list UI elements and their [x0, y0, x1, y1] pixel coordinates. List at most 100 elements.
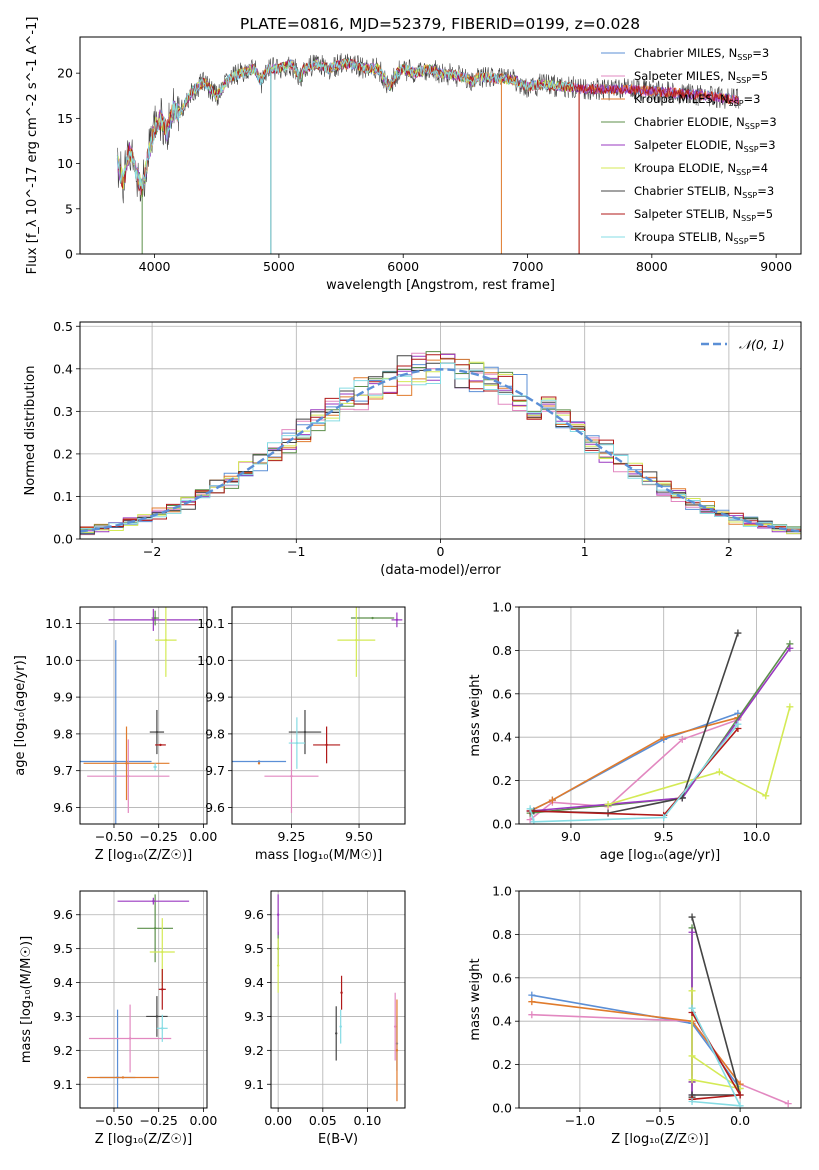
y-tick-label: 0.3 — [53, 404, 73, 419]
y-tick-label: 9.6 — [244, 907, 264, 922]
x-tick-label: 0.0 — [730, 1113, 750, 1128]
data-point — [114, 760, 117, 763]
y-tick-label: 0 — [65, 247, 73, 262]
weight-marker — [688, 913, 696, 921]
legend-label: Salpeter STELIB, NSSP=5 — [634, 207, 773, 223]
data-point — [290, 774, 293, 778]
data-point — [393, 1025, 397, 1028]
y-tick-label: 0.0 — [492, 1101, 512, 1116]
legend-label: Kroupa ELODIE, NSSP=4 — [634, 161, 768, 177]
y-tick-label: 0.5 — [53, 319, 73, 334]
data-point — [153, 765, 157, 769]
weight-line — [607, 706, 791, 806]
weight-marker — [688, 987, 696, 995]
weight-marker — [734, 629, 742, 637]
weight-marker — [736, 1091, 744, 1099]
weight-marker — [786, 644, 794, 652]
panel-mass-weight-vs-age: 9.0 9.5 10.0 0.0 0.2 0.4 0.6 0.8 1.0 age [log₁₀(a… — [468, 600, 802, 863]
data-point — [128, 1037, 132, 1040]
data-point — [159, 743, 162, 747]
y-tick-label: 0.6 — [492, 970, 512, 985]
panel-mass-vs-EBV: 0.00 0.05 0.10 9.1 9.2 9.3 9.4 9.5 9.6 E(B-V) — [244, 890, 406, 1147]
spectrum-line — [116, 57, 575, 189]
x-tick-label: 0.00 — [264, 1113, 292, 1128]
y-tick-label: 9.1 — [244, 1077, 264, 1092]
x-tick-label: 9.25 — [278, 829, 306, 844]
y-tick-label: 5 — [65, 201, 73, 216]
weight-marker — [688, 1076, 696, 1084]
data-point — [121, 1076, 125, 1079]
plot-marks — [526, 629, 794, 824]
x-tick-label: 9.5 — [654, 829, 674, 844]
weight-line — [530, 647, 791, 812]
data-point — [371, 616, 374, 620]
data-point — [395, 618, 399, 622]
weight-marker — [528, 991, 536, 999]
weight-marker — [736, 1102, 744, 1108]
panel-spectrum: 4000 5000 6000 7000 8000 9000 0 5 10 15 20 waveleng… — [25, 17, 802, 293]
plot-marks — [80, 351, 801, 539]
y-tick-label: 10.0 — [197, 653, 225, 668]
data-point — [257, 760, 261, 763]
x-tick-label: 10.0 — [743, 829, 771, 844]
x-tick-label: 9.50 — [345, 829, 373, 844]
legend-label: Salpeter ELODIE, NSSP=3 — [634, 138, 776, 154]
legend-label: Chabrier MILES, NSSP=3 — [634, 46, 769, 62]
weight-marker — [660, 813, 668, 821]
x-tick-label: −1.0 — [565, 1113, 595, 1128]
x-tick-label: −0.5 — [645, 1113, 675, 1128]
data-point — [276, 913, 280, 916]
axes-frame — [270, 890, 406, 1109]
y-tick-label: 0.8 — [492, 927, 512, 942]
weight-line — [691, 1007, 742, 1107]
legend-label: Salpeter MILES, NSSP=5 — [634, 69, 768, 85]
y-axis-label: mass weight — [468, 674, 483, 756]
x-tick-label: −0.25 — [140, 829, 178, 844]
y-tick-label: 9.6 — [53, 800, 73, 815]
plot-marks — [116, 53, 740, 254]
weight-marker — [688, 1004, 696, 1012]
weight-marker — [688, 1052, 696, 1060]
y-tick-label: 9.8 — [53, 726, 73, 741]
data-point — [355, 638, 358, 642]
y-tick-label: 9.3 — [53, 1009, 73, 1024]
x-tick-label: 0 — [437, 544, 445, 559]
data-point — [395, 1049, 399, 1052]
weight-marker — [784, 1100, 792, 1108]
x-tick-label: −0.25 — [140, 1113, 178, 1128]
weight-marker — [528, 1011, 536, 1019]
x-tick-label: 9.0 — [561, 829, 581, 844]
x-tick-label: −0.50 — [95, 1113, 133, 1128]
x-tick-label: 4000 — [139, 259, 171, 274]
plot-marks — [80, 607, 199, 824]
y-tick-label: 9.2 — [244, 1043, 264, 1058]
plot-marks — [276, 894, 399, 1102]
data-point — [335, 1032, 338, 1035]
weight-line — [533, 632, 739, 814]
normal-curve — [80, 368, 801, 533]
axes-frame — [79, 36, 802, 255]
y-axis-label: Flux [f_λ 10^-17 erg cm^-2 s^-1 A^-1] — [25, 17, 40, 275]
weight-marker — [786, 703, 794, 711]
weight-marker — [528, 998, 536, 1006]
x-axis-label: Z [log₁₀(Z/Z☉)] — [611, 1132, 708, 1147]
y-tick-label: 9.5 — [244, 941, 264, 956]
y-tick-label: 0.4 — [53, 361, 73, 376]
axes-frame — [79, 890, 208, 1109]
legend-label: Kroupa STELIB, NSSP=5 — [634, 230, 765, 246]
data-point — [125, 762, 128, 765]
y-tick-label: 1.0 — [492, 884, 512, 899]
y-tick-label: 0.1 — [53, 489, 73, 504]
x-tick-label: −2 — [143, 544, 161, 559]
y-tick-label: 20 — [57, 66, 73, 81]
x-tick-label: 5000 — [263, 259, 295, 274]
x-tick-label: 6000 — [387, 259, 419, 274]
figure-title: PLATE=0816, MJD=52379, FIBERID=0199, z=0… — [240, 15, 640, 33]
data-point — [161, 950, 164, 954]
weight-line — [691, 916, 742, 1098]
weight-marker — [715, 768, 723, 776]
y-tick-label: 9.7 — [53, 763, 73, 778]
weight-marker — [678, 735, 686, 743]
y-tick-label: 0.6 — [492, 686, 512, 701]
x-tick-label: 7000 — [512, 259, 544, 274]
